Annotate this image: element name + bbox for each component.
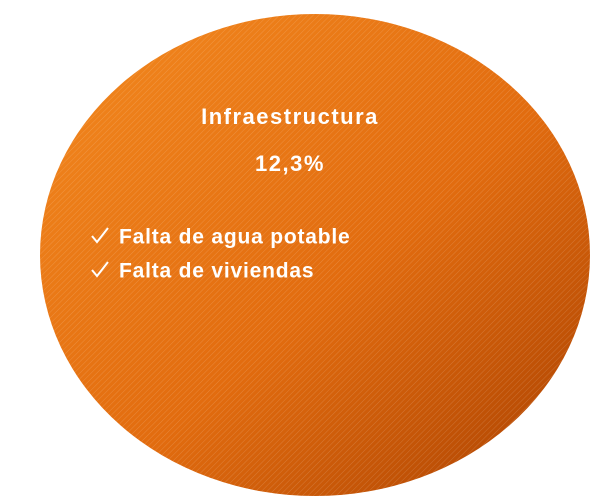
item: Falta de agua potable <box>119 226 351 249</box>
check-icon <box>91 227 109 244</box>
value: 12,3% <box>255 151 325 176</box>
check-icon <box>91 261 109 278</box>
title: Infraestructura <box>201 104 379 129</box>
item: Falta de viviendas <box>119 260 314 283</box>
ellipse-texture <box>40 14 590 496</box>
